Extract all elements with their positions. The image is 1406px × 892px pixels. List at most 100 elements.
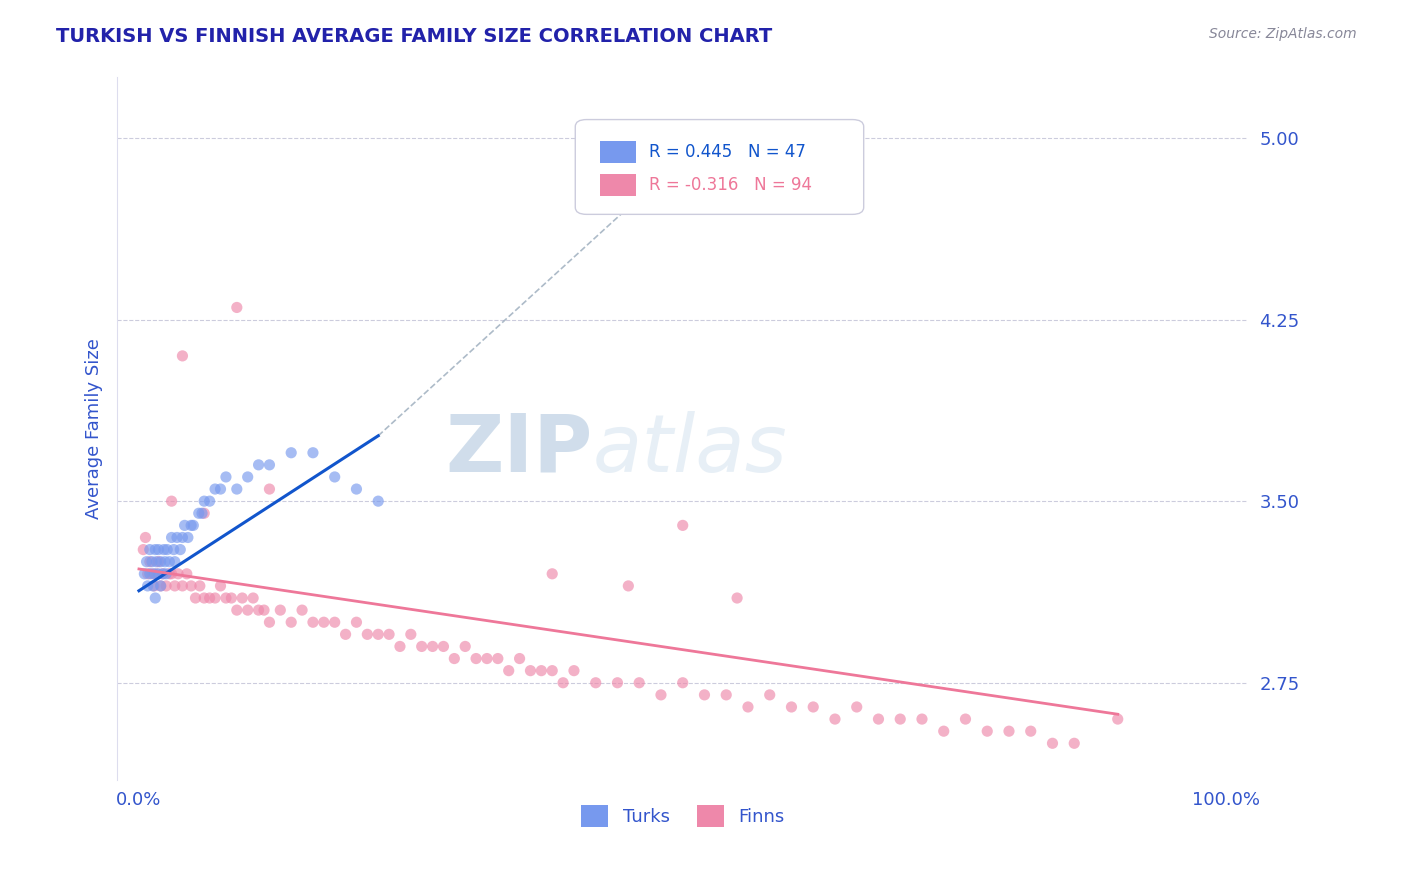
Point [269,603,291,617]
Point [1042,736,1064,750]
Point [801,700,824,714]
Point [221,591,243,605]
Point [530,664,553,678]
Point [725,591,748,605]
Point [388,640,411,654]
Point [617,579,640,593]
Point [187,506,209,520]
Point [198,591,221,605]
Point [148,542,170,557]
Point [465,651,488,665]
Point [172,531,194,545]
Point [152,566,174,581]
Point [475,651,498,665]
Point [148,555,170,569]
Point [160,566,183,581]
Point [955,712,977,726]
Point [562,664,585,678]
Point [176,566,198,581]
Text: R = 0.445   N = 47: R = 0.445 N = 47 [648,143,806,161]
Point [378,627,401,641]
Point [519,664,541,678]
Point [198,494,221,508]
Point [143,542,166,557]
Point [889,712,911,726]
Point [498,664,520,678]
Point [142,579,165,593]
Point [163,555,186,569]
Point [509,651,531,665]
Point [432,640,454,654]
Point [242,591,264,605]
Text: R = -0.316   N = 94: R = -0.316 N = 94 [648,176,811,194]
Point [780,700,803,714]
Point [335,627,357,641]
Text: ZIP: ZIP [444,410,592,489]
Point [323,615,346,630]
Point [136,566,159,581]
Point [225,603,247,617]
Point [145,566,167,581]
Point [291,603,314,617]
Point [323,470,346,484]
FancyBboxPatch shape [575,120,863,214]
Point [152,566,174,581]
Point [149,579,172,593]
Point [172,579,194,593]
Point [134,531,156,545]
Point [148,566,170,581]
Point [153,542,176,557]
Point [149,555,172,569]
Point [149,579,172,593]
Point [225,301,247,315]
Point [141,566,163,581]
Point [143,591,166,605]
Point [172,349,194,363]
Point [209,579,232,593]
Point [998,724,1021,739]
Legend: Turks, Finns: Turks, Finns [574,797,792,834]
Point [134,566,156,581]
Point [845,700,868,714]
Point [247,458,270,472]
Point [259,615,281,630]
Point [824,712,846,726]
Point [225,482,247,496]
Point [693,688,716,702]
Point [136,579,159,593]
Point [139,555,162,569]
Point [716,688,738,702]
Point [585,675,607,690]
Point [157,566,180,581]
Point [247,603,270,617]
Point [193,591,215,605]
Point [156,542,179,557]
Point [236,470,259,484]
Point [976,724,998,739]
Point [180,579,202,593]
Y-axis label: Average Family Size: Average Family Size [86,338,103,519]
Point [399,627,422,641]
Point [204,482,226,496]
Point [139,566,162,581]
Point [191,506,214,520]
Point [367,627,389,641]
Point [163,579,186,593]
Point [166,531,188,545]
Point [911,712,934,726]
Point [672,518,695,533]
Text: Source: ZipAtlas.com: Source: ZipAtlas.com [1209,27,1357,41]
Point [160,531,183,545]
Point [177,531,200,545]
Point [346,615,368,630]
Point [143,579,166,593]
Point [650,688,672,702]
Point [280,615,302,630]
Point [173,518,195,533]
Point [139,542,162,557]
Text: TURKISH VS FINNISH AVERAGE FAMILY SIZE CORRELATION CHART: TURKISH VS FINNISH AVERAGE FAMILY SIZE C… [56,27,772,45]
Point [541,566,564,581]
Point [1063,736,1085,750]
Point [932,724,955,739]
Point [209,482,232,496]
